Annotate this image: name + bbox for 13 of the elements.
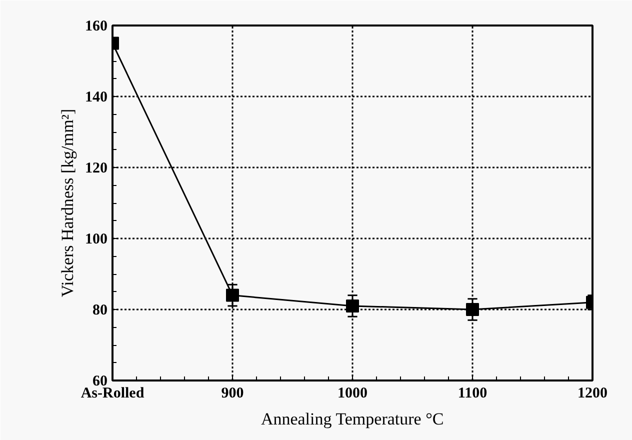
y-tick-label: 120 xyxy=(85,160,108,176)
y-tick-label: 140 xyxy=(85,90,108,106)
y-axis-title: Vickers Hardness [kg/mm²] xyxy=(58,108,77,298)
x-tick-label: 1200 xyxy=(578,386,608,402)
y-tick-label: 100 xyxy=(85,232,108,248)
x-tick-label: As-Rolled xyxy=(80,386,145,402)
x-axis-title: Annealing Temperature °C xyxy=(260,410,444,428)
x-tick-label: 900 xyxy=(221,386,244,402)
x-tick-label: 1100 xyxy=(458,386,488,402)
point xyxy=(346,299,359,312)
x-tick-label: 1000 xyxy=(338,386,368,402)
y-tick-label: 80 xyxy=(92,302,108,318)
y-tick-label: 160 xyxy=(85,18,108,34)
